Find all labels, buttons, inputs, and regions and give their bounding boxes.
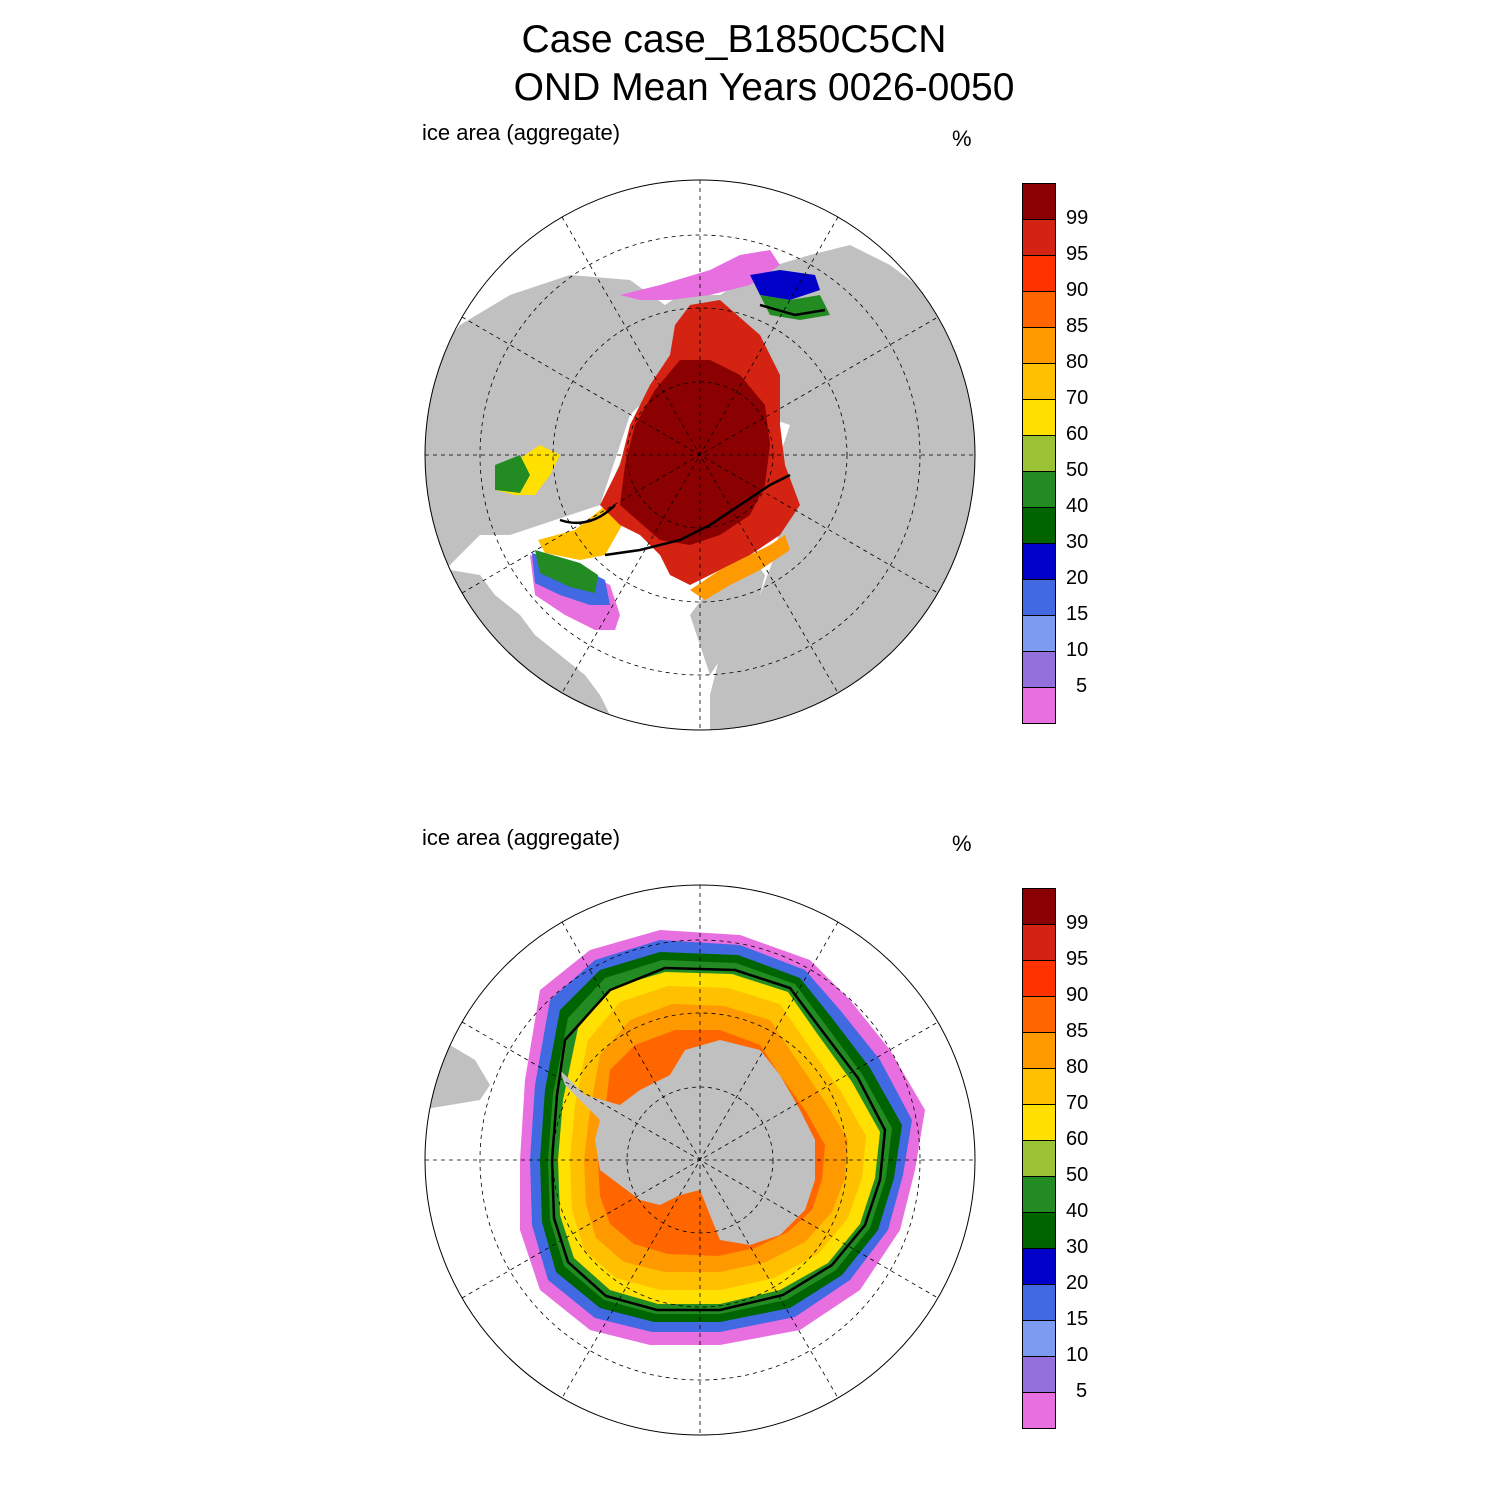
north-land-eurasia <box>425 245 975 730</box>
north-colorbar-swatch <box>1022 363 1056 400</box>
north-colorbar-tick-label: 90 <box>1066 279 1089 301</box>
north-colorbar-swatch <box>1022 579 1056 616</box>
north-ice-barents-edge <box>690 535 790 600</box>
south-colorbar-tick-label: 40 <box>1066 1200 1089 1222</box>
south-colorbar-swatch <box>1022 1212 1056 1249</box>
north-units-label: % <box>952 126 972 151</box>
north-colorbar-swatch <box>1022 435 1056 472</box>
south-colorbar-tick-label: 20 <box>1066 1272 1089 1294</box>
south-colorbar-swatch <box>1022 1104 1056 1141</box>
north-colorbar-swatch <box>1022 507 1056 544</box>
south-colorbar-tick-label: 5 <box>1076 1380 1088 1402</box>
north-colorbar-swatch <box>1022 471 1056 508</box>
north-colorbar-tick-label: 95 <box>1066 243 1089 265</box>
north-colorbar-tick-label: 5 <box>1076 675 1088 697</box>
south-colorbar-swatch <box>1022 888 1056 925</box>
south-colorbar-tick-label: 99 <box>1066 912 1089 934</box>
north-colorbar-tick-label: 85 <box>1066 315 1089 337</box>
south-colorbar-swatch <box>1022 996 1056 1033</box>
south-units-label: % <box>952 831 972 856</box>
south-colorbar-swatch <box>1022 1176 1056 1213</box>
south-colorbar-swatch <box>1022 1320 1056 1357</box>
south-colorbar-swatch <box>1022 1356 1056 1393</box>
south-colorbar-tick-label: 30 <box>1066 1236 1089 1258</box>
north-land-scandinavia <box>690 555 765 675</box>
north-polar-map <box>424 179 976 731</box>
south-polar-map <box>424 884 976 1436</box>
north-colorbar-swatch <box>1022 543 1056 580</box>
north-colorbar-tick-label: 99 <box>1066 207 1089 229</box>
north-colorbar-swatch <box>1022 291 1056 328</box>
north-colorbar-tick-label: 50 <box>1066 459 1089 481</box>
south-colorbar-swatch <box>1022 924 1056 961</box>
north-ice-green <box>535 550 598 593</box>
figure-title-line1: Case case_B1850C5CN <box>521 18 947 61</box>
south-colorbar-swatch <box>1022 960 1056 997</box>
south-colorbar-swatch <box>1022 1032 1056 1069</box>
north-colorbar-tick-label: 20 <box>1066 567 1089 589</box>
north-ice-pacific-green <box>760 295 830 320</box>
figure-title-line2: OND Mean Years 0026-0050 <box>513 66 1015 109</box>
north-colorbar-tick-label: 70 <box>1066 387 1089 409</box>
north-colorbar-tick-label: 30 <box>1066 531 1089 553</box>
south-colorbar-swatch <box>1022 1248 1056 1285</box>
south-colorbar-tick-label: 70 <box>1066 1092 1089 1114</box>
south-colorbar-tick-label: 50 <box>1066 1164 1089 1186</box>
north-colorbar-swatch <box>1022 399 1056 436</box>
north-colorbar-tick-label: 60 <box>1066 423 1089 445</box>
south-colorbar-tick-label: 80 <box>1066 1056 1089 1078</box>
north-colorbar-tick-label: 80 <box>1066 351 1089 373</box>
south-colorbar-tick-label: 85 <box>1066 1020 1089 1042</box>
north-colorbar-swatch <box>1022 219 1056 256</box>
north-ice-pacific-pink <box>620 250 780 300</box>
north-colorbar-swatch <box>1022 615 1056 652</box>
north-ice-central-darkred <box>620 360 770 545</box>
south-colorbar-swatch <box>1022 1068 1056 1105</box>
south-colorbar-tick-label: 90 <box>1066 984 1089 1006</box>
south-colorbar-swatch <box>1022 1392 1056 1429</box>
south-colorbar-tick-label: 60 <box>1066 1128 1089 1150</box>
north-ice-hudson-green <box>495 455 530 493</box>
north-colorbar-swatch <box>1022 183 1056 220</box>
north-plot-label: ice area (aggregate) <box>422 120 621 145</box>
south-colorbar-tick-label: 15 <box>1066 1308 1089 1330</box>
north-colorbar-tick-label: 40 <box>1066 495 1089 517</box>
south-colorbar-tick-label: 95 <box>1066 948 1089 970</box>
north-colorbar-tick-label: 15 <box>1066 603 1089 625</box>
south-colorbar-tick-label: 10 <box>1066 1344 1089 1366</box>
north-ice-pacific-blue <box>750 270 820 300</box>
north-colorbar-swatch <box>1022 651 1056 688</box>
north-colorbar-swatch <box>1022 327 1056 364</box>
south-colorbar-swatch <box>1022 1284 1056 1321</box>
south-colorbar-swatch <box>1022 1140 1056 1177</box>
north-colorbar-swatch <box>1022 255 1056 292</box>
north-colorbar-tick-label: 10 <box>1066 639 1089 661</box>
north-colorbar-swatch <box>1022 687 1056 724</box>
south-land-antarctica <box>560 1040 815 1245</box>
south-plot-label: ice area (aggregate) <box>422 825 621 850</box>
